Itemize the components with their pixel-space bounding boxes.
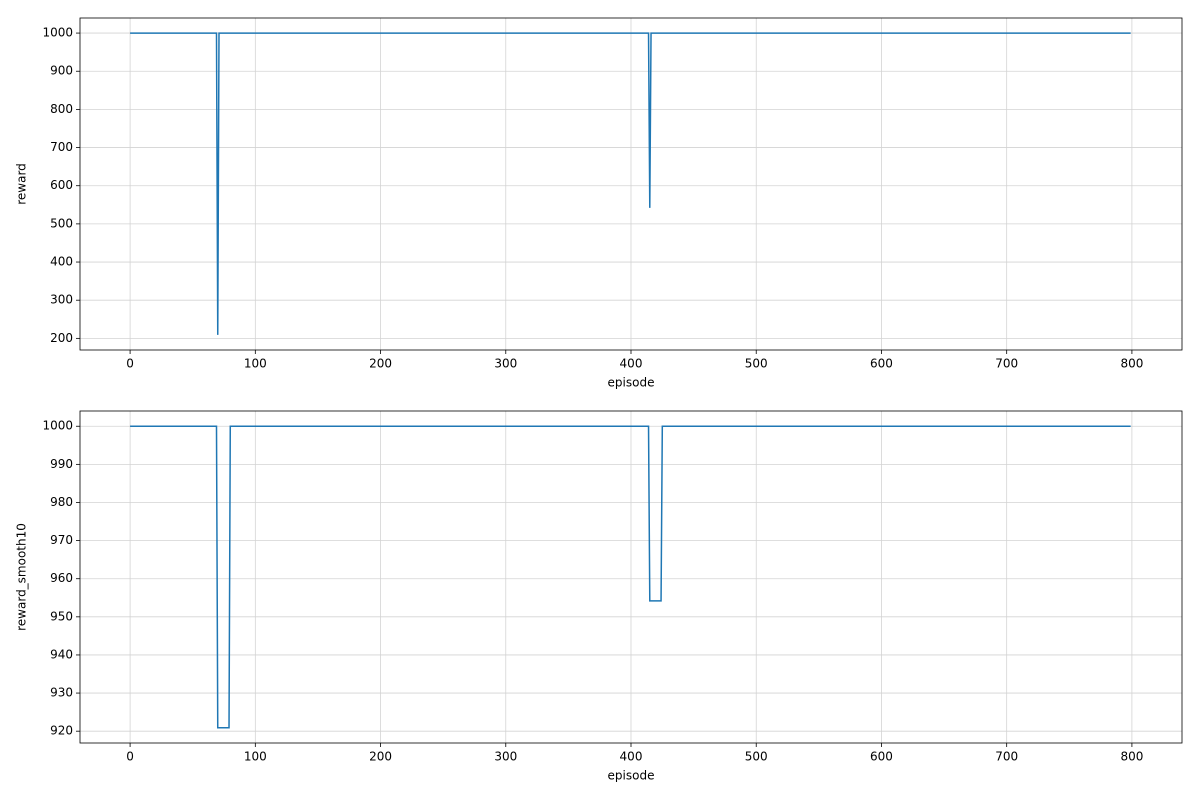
x-axis-label: episode [608, 376, 655, 390]
y-tick-label: 940 [50, 647, 73, 661]
y-tick-label: 930 [50, 686, 73, 700]
x-tick-label: 100 [244, 750, 267, 764]
y-tick-label: 200 [50, 331, 73, 345]
y-tick-label: 900 [50, 64, 73, 78]
x-tick-label: 200 [369, 750, 392, 764]
y-tick-label: 300 [50, 293, 73, 307]
x-tick-label: 100 [244, 357, 267, 371]
y-tick-label: 700 [50, 140, 73, 154]
axes-frame [79, 410, 1183, 744]
y-tick-label: 600 [50, 178, 73, 192]
x-tick-label: 200 [369, 357, 392, 371]
x-tick-label: 500 [745, 750, 768, 764]
y-tick-label: 1000 [42, 419, 73, 433]
x-tick-label: 700 [995, 750, 1018, 764]
x-tick-label: 500 [745, 357, 768, 371]
x-tick-label: 800 [1120, 750, 1143, 764]
x-axis-label: episode [608, 769, 655, 783]
y-tick-label: 990 [50, 457, 73, 471]
y-tick-label: 960 [50, 571, 73, 585]
y-tick-label: 920 [50, 724, 73, 738]
x-tick-label: 400 [620, 357, 643, 371]
x-tick-label: 800 [1120, 357, 1143, 371]
y-tick-label: 970 [50, 533, 73, 547]
x-tick-label: 0 [126, 750, 134, 764]
x-tick-label: 300 [494, 357, 517, 371]
y-tick-label: 400 [50, 255, 73, 269]
x-tick-label: 400 [620, 750, 643, 764]
y-axis-label: reward [15, 163, 29, 205]
y-tick-label: 1000 [42, 26, 73, 40]
x-tick-label: 700 [995, 357, 1018, 371]
data-line [130, 32, 1131, 335]
x-tick-label: 300 [494, 750, 517, 764]
y-tick-label: 500 [50, 216, 73, 230]
x-tick-label: 600 [870, 357, 893, 371]
x-tick-label: 600 [870, 750, 893, 764]
axes-frame [79, 17, 1183, 351]
data-line [130, 425, 1131, 729]
y-axis-label: reward_smooth10 [15, 523, 29, 631]
y-tick-label: 950 [50, 609, 73, 623]
y-tick-label: 800 [50, 102, 73, 116]
x-tick-label: 0 [126, 357, 134, 371]
y-tick-label: 980 [50, 495, 73, 509]
